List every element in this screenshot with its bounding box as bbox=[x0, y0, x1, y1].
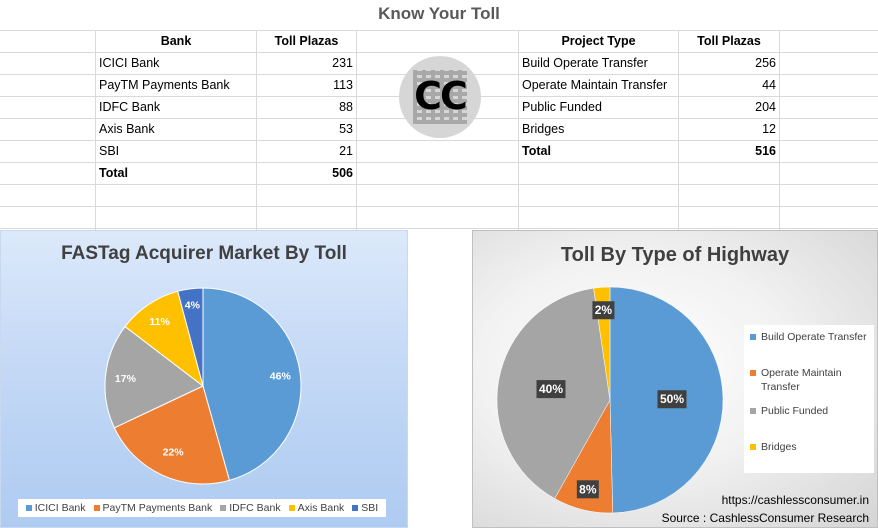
bank-name: IDFC Bank bbox=[99, 100, 161, 114]
chart-legend: Build Operate Transfer Operate Maintain T… bbox=[744, 325, 874, 473]
bank-value: 21 bbox=[339, 144, 353, 158]
legend-item: Public Funded bbox=[750, 404, 872, 418]
legend-label: SBI bbox=[361, 502, 379, 514]
chart-toll-by-highway: Toll By Type of Highway 50% 8% 40% 2% Build… bbox=[472, 230, 878, 528]
bank-name: SBI bbox=[99, 144, 120, 158]
pie-slice-5 bbox=[177, 287, 204, 387]
bank-name: PayTM Payments Bank bbox=[99, 78, 230, 92]
data-label: 46% bbox=[270, 370, 292, 382]
legend-swatch bbox=[25, 505, 32, 511]
qr-pattern bbox=[413, 70, 467, 124]
source-credit: Source : CashlessConsumer Research bbox=[661, 511, 869, 525]
chart-legend: ICICI Bank PayTM Payments Bank IDFC Bank Ax… bbox=[18, 499, 386, 517]
pie-slice-2 bbox=[113, 385, 231, 485]
legend-label: PayTM Payments Bank bbox=[102, 502, 213, 514]
data-label-box bbox=[592, 301, 615, 320]
legend-swatch bbox=[750, 370, 756, 376]
cashless-consumer-logo-icon: CC bbox=[399, 56, 481, 138]
legend-label: Axis Bank bbox=[297, 502, 345, 514]
data-label: 40% bbox=[539, 382, 563, 396]
legend-swatch bbox=[352, 505, 359, 511]
project-name: Public Funded bbox=[522, 100, 602, 114]
logo-text: CC bbox=[414, 74, 468, 118]
bank-total-value: 506 bbox=[332, 166, 353, 180]
bank-value: 53 bbox=[339, 122, 353, 136]
legend-label: Public Funded bbox=[761, 405, 829, 417]
bank-header: Bank bbox=[160, 34, 192, 48]
legend-swatch bbox=[288, 505, 295, 511]
project-total-label: Total bbox=[522, 144, 551, 158]
bank-name: ICICI Bank bbox=[99, 56, 160, 70]
legend-swatch bbox=[750, 334, 756, 340]
data-label: 50% bbox=[660, 392, 684, 406]
project-value: 44 bbox=[762, 78, 776, 92]
legend-swatch bbox=[750, 444, 756, 450]
bank-name: Axis Bank bbox=[99, 122, 155, 136]
project-value: 12 bbox=[762, 122, 776, 136]
legend-swatch bbox=[750, 408, 756, 414]
data-label-box bbox=[657, 390, 687, 409]
pie-chart-2: 50% 8% 40% 2% bbox=[496, 286, 724, 514]
project-name: Bridges bbox=[522, 122, 565, 136]
legend-label: ICICI Bank bbox=[34, 502, 86, 514]
legend-item: Operate Maintain Transfer bbox=[750, 366, 872, 394]
legend-label: Operate Maintain Transfer bbox=[761, 367, 842, 393]
bank-value: 231 bbox=[332, 56, 353, 70]
legend-swatch bbox=[220, 505, 227, 511]
data-label: 22% bbox=[163, 446, 185, 458]
pie-chart-1: 46% 22% 17% 11% 4% bbox=[104, 287, 302, 485]
data-label-box bbox=[576, 480, 599, 499]
data-label: 17% bbox=[115, 373, 137, 385]
chart-fastag-acquirer: FASTag Acquirer Market By Toll 46% 22% 17%… bbox=[0, 230, 408, 528]
project-value: 204 bbox=[755, 100, 776, 114]
data-label-box bbox=[536, 380, 566, 399]
data-label: 11% bbox=[149, 316, 170, 328]
legend-label: IDFC Bank bbox=[229, 502, 281, 514]
pie-slice-3 bbox=[104, 325, 204, 429]
legend-item: IDFC Bank bbox=[220, 502, 281, 514]
bank-tolls-header: Toll Plazas bbox=[274, 34, 339, 48]
data-label: 2% bbox=[595, 303, 613, 317]
page-title: Know Your Toll bbox=[378, 4, 500, 23]
source-url: https://cashlessconsumer.in bbox=[721, 493, 869, 507]
chart-title: FASTag Acquirer Market By Toll bbox=[61, 243, 347, 264]
chart-title: Toll By Type of Highway bbox=[560, 244, 790, 266]
project-total-value: 516 bbox=[755, 144, 776, 158]
legend-item: Axis Bank bbox=[288, 502, 345, 514]
legend-item: PayTM Payments Bank bbox=[93, 502, 213, 514]
project-tolls-header: Toll Plazas bbox=[697, 34, 761, 48]
legend-item: ICICI Bank bbox=[25, 502, 86, 514]
legend-item: Build Operate Transfer bbox=[750, 330, 872, 344]
data-label: 4% bbox=[185, 300, 201, 312]
legend-label: Build Operate Transfer bbox=[761, 331, 867, 343]
project-header: Project Type bbox=[561, 34, 636, 48]
data-label: 8% bbox=[579, 482, 597, 496]
bank-total-label: Total bbox=[99, 166, 128, 180]
legend-swatch bbox=[93, 505, 100, 511]
bank-value: 113 bbox=[333, 78, 353, 92]
legend-item: SBI bbox=[352, 502, 378, 514]
legend-label: Bridges bbox=[761, 441, 797, 453]
project-name: Operate Maintain Transfer bbox=[522, 78, 668, 92]
bank-value: 88 bbox=[339, 100, 353, 114]
project-name: Build Operate Transfer bbox=[522, 56, 648, 70]
pie-slice-1 bbox=[202, 287, 302, 481]
project-value: 256 bbox=[755, 56, 776, 70]
legend-item: Bridges bbox=[750, 440, 872, 454]
